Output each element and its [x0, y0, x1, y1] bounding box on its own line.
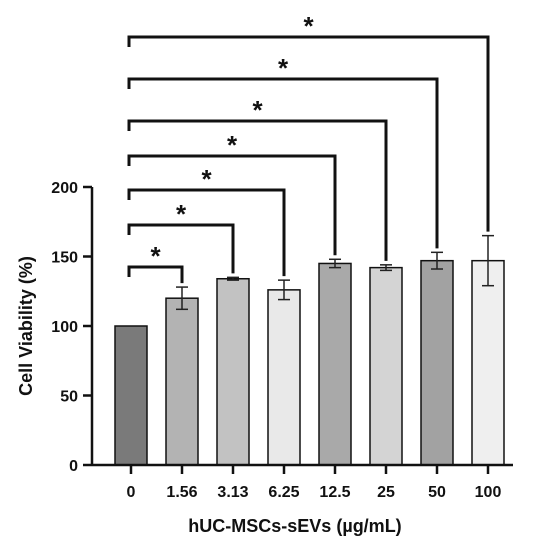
bar	[369, 266, 403, 466]
x-tick-label: 0	[127, 484, 136, 501]
x-tick-label: 50	[428, 484, 446, 501]
significance-bracket	[127, 223, 235, 274]
significance-bracket	[127, 154, 337, 256]
y-axis-title: Cell Viability (%)	[16, 256, 36, 396]
y-tick-label: 200	[51, 180, 78, 197]
x-tick-label: 1.56	[166, 484, 197, 501]
x-tick-label: 25	[377, 484, 395, 501]
bars-group	[114, 259, 505, 466]
error-bars-group	[176, 234, 494, 311]
significance-star: *	[150, 241, 161, 271]
bar	[318, 262, 352, 466]
y-tick-label: 50	[60, 389, 78, 406]
significance-bracket	[127, 77, 439, 249]
y-tick-label: 150	[51, 250, 78, 267]
significance-star: *	[278, 53, 289, 83]
significance-star: *	[303, 11, 314, 41]
x-axis-title: hUC-MSCs-sEVs (µg/mL)	[188, 516, 401, 536]
significance-bracket	[127, 35, 490, 232]
x-tick-label: 100	[475, 484, 502, 501]
significance-star: *	[227, 130, 238, 160]
x-tick-label: 6.25	[268, 484, 299, 501]
bar	[114, 325, 148, 466]
x-tick-label: 3.13	[217, 484, 248, 501]
bar	[471, 259, 505, 466]
bar	[420, 259, 454, 466]
y-ticks-group: 0 50 100 150 200	[51, 180, 92, 475]
significance-brackets: * * * * * * *	[127, 11, 490, 284]
significance-star: *	[201, 164, 212, 194]
bar	[165, 297, 199, 466]
y-tick-label: 100	[51, 319, 78, 336]
significance-bracket	[127, 265, 184, 284]
significance-star: *	[252, 95, 263, 125]
x-tick-label: 12.5	[319, 484, 350, 501]
bar	[267, 289, 301, 466]
bar	[216, 277, 250, 466]
y-tick-label: 0	[69, 458, 78, 475]
significance-bracket	[127, 119, 388, 261]
x-ticks-group: 0 1.56 3.13 6.25 12.5 25 50 100	[127, 465, 502, 501]
significance-bracket	[127, 188, 286, 277]
significance-star: *	[176, 199, 187, 229]
